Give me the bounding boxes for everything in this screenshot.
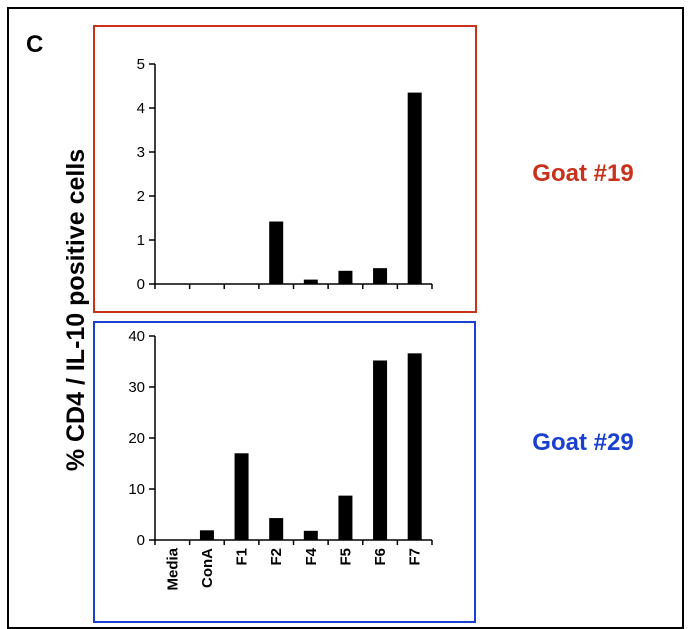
bar-f6 [373, 268, 388, 284]
bar-f5 [338, 495, 353, 540]
category-label: F1 [234, 548, 251, 566]
y-tick-label: 3 [137, 144, 145, 161]
bar-f2 [269, 221, 284, 284]
panel-box [93, 321, 476, 623]
y-tick-label: 5 [137, 56, 145, 73]
figure-frame [7, 7, 684, 629]
y-tick-label: 1 [137, 232, 145, 249]
chart-panel-goat-29: Goat #29 0 10 20 30 40 Media ConA F1 F2 F4 F5 F6 F7 [93, 321, 634, 623]
y-tick-label: 0 [137, 532, 145, 549]
bar-f7 [407, 353, 422, 540]
y-tick-label: 20 [128, 430, 145, 447]
chart-panel-goat-19: Goat #19 0 1 2 3 4 5 [93, 25, 634, 313]
chart-marks: 0 1 2 3 4 5 [137, 56, 433, 293]
y-tick-label: 2 [137, 188, 145, 205]
category-label: F6 [372, 548, 389, 566]
bar-f6 [373, 360, 388, 540]
category-label: F2 [268, 548, 285, 566]
bar-f2 [269, 518, 284, 540]
bar-f5 [338, 270, 353, 284]
chart-marks: 0 10 20 30 40 Media ConA F1 F2 F4 F5 F6 F7 [128, 328, 433, 591]
y-tick-label: 0 [137, 276, 145, 293]
panel-title: Goat #29 [532, 429, 633, 456]
panel-box [93, 25, 477, 313]
bar-f1 [234, 453, 249, 540]
bar-cona [199, 530, 214, 540]
category-label: ConA [199, 548, 216, 588]
y-axis-label: % CD4 / IL-10 positive cells [62, 149, 90, 471]
category-label: F7 [407, 548, 424, 566]
y-tick-label: 30 [128, 379, 145, 396]
y-tick-label: 4 [137, 100, 145, 117]
category-label: F5 [337, 548, 354, 566]
category-label: F4 [303, 547, 320, 565]
bar-f7 [407, 92, 422, 284]
y-tick-label: 10 [128, 481, 145, 498]
panel-title: Goat #19 [532, 160, 633, 187]
panel-letter: C [26, 31, 43, 58]
y-tick-label: 40 [128, 328, 145, 345]
category-label: Media [164, 547, 181, 590]
bar-f4 [303, 530, 318, 540]
bar-f4 [303, 279, 318, 284]
